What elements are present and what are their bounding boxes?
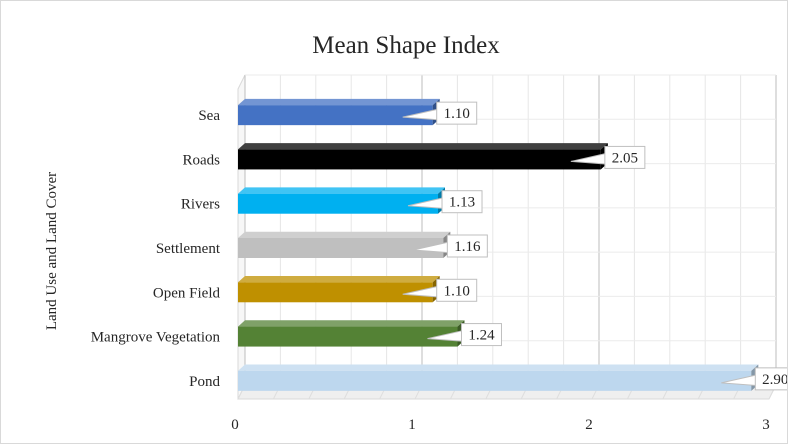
category-labels: Sea Roads Rivers Settlement Open Field Mangro… [91, 108, 221, 390]
category-label: Pond [189, 374, 220, 390]
x-tick-label: 1 [408, 417, 416, 433]
data-label: 2.05 [570, 145, 646, 169]
bar [238, 275, 440, 303]
bar-front-face [238, 149, 601, 170]
bar [238, 320, 465, 347]
category-label: Mangrove Vegetation [91, 330, 221, 346]
category-label: Open Field [153, 285, 221, 301]
bar [238, 364, 759, 391]
bar-top-face [238, 231, 451, 238]
bar-top-face [238, 364, 759, 371]
data-label: 1.16 [413, 234, 488, 258]
bar-top-face [238, 275, 440, 283]
data-label-box [604, 145, 646, 169]
bar-top-face [238, 320, 465, 327]
bar [238, 187, 446, 214]
data-label-text: 1.16 [454, 239, 481, 255]
data-label-text: 1.10 [444, 283, 470, 299]
bar [238, 143, 608, 170]
data-label: 1.24 [427, 323, 502, 347]
bar-top-face [238, 143, 608, 150]
data-label-text: 2.05 [612, 150, 638, 166]
x-tick-label: 3 [762, 417, 770, 433]
data-label-text: 1.24 [468, 328, 495, 344]
data-label-box [441, 190, 483, 214]
bar-top-face [238, 98, 440, 106]
category-label: Sea [198, 108, 220, 124]
category-label: Rivers [181, 197, 220, 213]
x-axis-tick-labels: 0 1 2 3 [231, 417, 770, 433]
data-label-text: 1.10 [444, 106, 470, 122]
category-label: Roads [183, 152, 221, 168]
bar-front-face [238, 105, 433, 126]
bar [238, 98, 440, 126]
data-label-box [460, 323, 502, 347]
data-labels: 1.10 2.05 1.13 1.16 1.10 1.24 2.90 [402, 101, 788, 391]
bar-top-face [238, 187, 446, 194]
bar-front-face [238, 370, 752, 391]
x-tick-label: 0 [231, 417, 239, 433]
chart-title: Mean Shape Index [312, 32, 500, 59]
bar-front-face [238, 282, 433, 303]
data-label-box [446, 234, 488, 258]
y-axis-title: Land Use and Land Cover [44, 172, 60, 330]
bar [238, 231, 451, 258]
bar-front-face [238, 326, 458, 347]
data-label: 1.13 [407, 190, 483, 214]
data-label-box [754, 367, 787, 391]
category-label: Settlement [156, 241, 221, 257]
data-label-box [436, 278, 478, 302]
bar-front-face [238, 193, 439, 214]
data-label: 1.10 [402, 278, 478, 302]
data-label-box [436, 101, 478, 125]
data-label-text: 1.13 [449, 195, 475, 211]
data-label: 1.10 [402, 101, 478, 125]
bar-front-face [238, 238, 444, 258]
x-tick-label: 2 [585, 417, 593, 433]
data-label-text: 2.90 [762, 372, 788, 388]
data-label: 2.90 [721, 367, 788, 391]
